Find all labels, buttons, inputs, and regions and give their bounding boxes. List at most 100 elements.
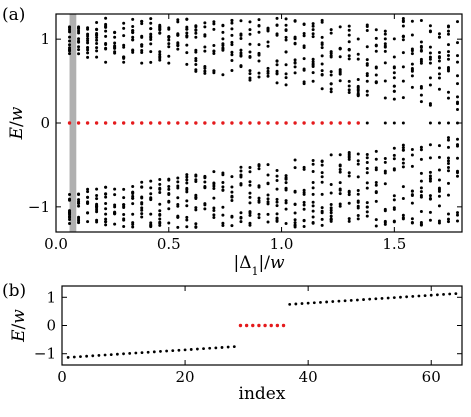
- bulk-point: [401, 157, 405, 161]
- bulk-point: [428, 45, 432, 49]
- bulk-point: [131, 35, 135, 39]
- bulk-point: [221, 221, 225, 225]
- bulk-point: [266, 202, 270, 206]
- bulk-point: [428, 174, 432, 178]
- bulk-point: [194, 28, 198, 32]
- bulk-point: [374, 218, 378, 222]
- bulk-point: [284, 83, 288, 87]
- bulk-point: [356, 152, 360, 156]
- bulk-point: [257, 18, 261, 22]
- bulk-point: [140, 44, 144, 48]
- bulk-point: [320, 171, 324, 175]
- bulk-point: [122, 203, 126, 207]
- bulk-point: [95, 205, 99, 209]
- bulk-point: [104, 207, 108, 211]
- bulk-point: [347, 28, 351, 32]
- bulk-point: [365, 186, 369, 190]
- bulk-point: [185, 17, 189, 21]
- bulk-spectrum-points: [68, 16, 459, 229]
- bulk-point: [293, 218, 297, 222]
- bulk-point: [446, 220, 450, 224]
- bulk-point: [320, 72, 324, 76]
- bulk-point: [311, 71, 315, 75]
- bulk-point: [149, 37, 153, 41]
- bulk-point: [401, 161, 405, 165]
- bulk-point: [149, 186, 153, 190]
- panel-b: (b) 0 20 40 60 −101 index E/w: [2, 281, 463, 404]
- bulk-point: [77, 48, 81, 52]
- eigenvalue-point: [368, 297, 372, 301]
- bulk-point: [86, 190, 90, 194]
- eigenvalue-point: [232, 345, 236, 349]
- bulk-point: [185, 175, 189, 179]
- zero-mode-point: [311, 121, 315, 125]
- bulk-point: [176, 47, 180, 51]
- eigenvalue-point: [435, 293, 439, 297]
- bulk-point: [428, 57, 432, 61]
- bulk-point: [293, 190, 297, 194]
- eigenvalue-point: [429, 293, 433, 297]
- bulk-point: [158, 223, 162, 227]
- zero-mode-point: [275, 121, 279, 125]
- bulk-point: [428, 55, 432, 59]
- bulk-point: [68, 192, 72, 196]
- bulk-point: [374, 66, 378, 70]
- bulk-point: [113, 30, 117, 34]
- bulk-point: [140, 212, 144, 216]
- bulk-point: [347, 33, 351, 37]
- bulk-point: [338, 164, 342, 168]
- bulk-point: [86, 34, 90, 38]
- bulk-point: [230, 58, 234, 62]
- bulk-point: [86, 187, 90, 191]
- x-axis-label-a: |Δ1|/w: [233, 253, 284, 278]
- bulk-point: [185, 27, 189, 31]
- bulk-point: [437, 66, 441, 70]
- bulk-point: [419, 45, 423, 49]
- bulk-point: [212, 186, 216, 190]
- bulk-point: [383, 32, 387, 36]
- bulk-point: [194, 31, 198, 35]
- bulk-point: [446, 217, 450, 221]
- bulk-point: [275, 69, 279, 73]
- bulk-point: [329, 28, 333, 32]
- bulk-point: [293, 71, 297, 75]
- bulk-point: [140, 201, 144, 205]
- bulk-point: [158, 52, 162, 56]
- bulk-point: [230, 175, 234, 179]
- bulk-point: [392, 55, 396, 59]
- bulk-point: [284, 63, 288, 67]
- bulk-point: [446, 66, 450, 70]
- bulk-point: [320, 217, 324, 221]
- bulk-point: [86, 26, 90, 30]
- bulk-point: [86, 202, 90, 206]
- bulk-point: [311, 186, 315, 190]
- bulk-point: [212, 52, 216, 55]
- bulk-point: [248, 20, 252, 24]
- bulk-point: [446, 90, 450, 94]
- bulk-point: [230, 18, 234, 22]
- bulk-point: [437, 55, 441, 59]
- bulk-point: [383, 44, 387, 48]
- bulk-point: [347, 84, 351, 88]
- bulk-point: [365, 89, 369, 93]
- bulk-point: [131, 196, 135, 200]
- bulk-point: [374, 166, 378, 170]
- bulk-point: [140, 50, 144, 54]
- bulk-point: [239, 220, 243, 224]
- zero-mode-point: [302, 121, 306, 125]
- bulk-point: [410, 19, 414, 23]
- bulk-point: [419, 49, 423, 53]
- bulk-point: [230, 50, 234, 54]
- bulk-point: [221, 24, 225, 28]
- bulk-point: [194, 225, 198, 229]
- bulk-point: [383, 96, 387, 100]
- bulk-point: [248, 50, 252, 54]
- bulk-point: [455, 54, 459, 58]
- zero-mode-point: [230, 121, 234, 125]
- zero-mode-point: [320, 121, 324, 125]
- zero-mode-point: [185, 121, 189, 125]
- bulk-point: [203, 202, 207, 206]
- bulk-point: [455, 219, 459, 223]
- bulk-point: [419, 171, 423, 175]
